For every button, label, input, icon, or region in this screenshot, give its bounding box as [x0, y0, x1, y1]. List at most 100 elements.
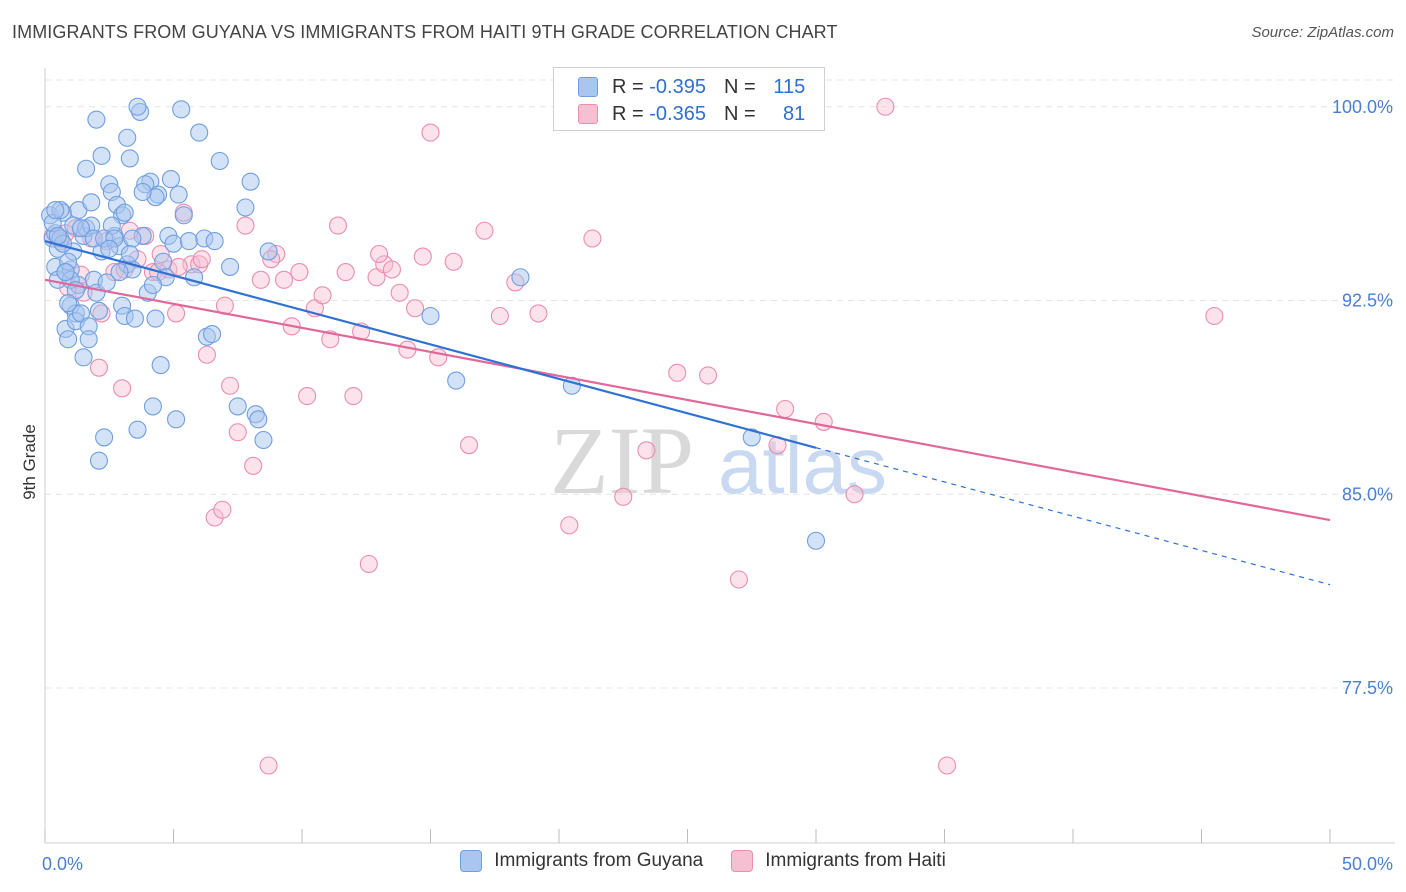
stats-legend: R = -0.395 N = 115 R = -0.365 N = 81 [553, 67, 825, 131]
haiti-point [529, 304, 548, 323]
axes [44, 68, 1395, 844]
guyana-point [154, 252, 173, 271]
series-legend-guyana[interactable]: Immigrants from Guyana [460, 850, 703, 872]
legend-r-label: R = [612, 75, 644, 98]
legend-n-value: 81 [782, 102, 806, 125]
guyana-point [89, 451, 109, 470]
guyana-point [241, 172, 260, 191]
series-label-guyana: Immigrants from Guyana [494, 850, 704, 871]
haiti-point [413, 247, 432, 266]
y-tick-label: 92.5% [1342, 291, 1393, 311]
guyana-point [59, 294, 78, 313]
guyana-point [120, 244, 139, 264]
watermark: ZIP atlas [550, 407, 887, 514]
y-tick-label: 77.5% [1342, 678, 1393, 698]
legend-n-value: 115 [773, 75, 806, 98]
guyana-point [123, 229, 142, 248]
haiti-point [205, 508, 224, 527]
guyana-point [254, 430, 273, 450]
series-label-haiti: Immigrants from Haiti [765, 850, 946, 871]
series-swatch-guyana [460, 850, 483, 872]
series-legend-haiti[interactable]: Immigrants from Haiti [731, 850, 946, 872]
guyana-point [87, 110, 106, 129]
haiti-point [668, 363, 687, 382]
haiti-point [89, 358, 109, 377]
haiti-point [274, 270, 294, 289]
haiti-point [244, 456, 263, 475]
legend-row-guyana: R = -0.395 N = 115 [578, 74, 805, 100]
guyana-point [151, 356, 170, 375]
x-tick-label: 50.0% [1342, 854, 1393, 874]
guyana-point [120, 149, 139, 168]
guyana-point [174, 206, 193, 225]
guyana-point [164, 234, 183, 253]
haiti-trend-line [44, 278, 1331, 522]
haiti-point [328, 216, 348, 235]
x-tick-label: 0.0% [42, 854, 83, 874]
haiti-point [637, 441, 656, 460]
guyana-point [421, 306, 440, 326]
haiti-point [167, 304, 186, 323]
guyana-point [133, 182, 152, 202]
guyana-point [205, 232, 224, 251]
guyana-point [259, 242, 278, 261]
guyana-point [74, 348, 93, 367]
haiti-point [699, 366, 718, 385]
haiti-point [197, 345, 216, 364]
series-legend: Immigrants from Guyana Immigrants from H… [0, 850, 1406, 872]
haiti-point [421, 123, 440, 142]
haiti-point [776, 399, 795, 419]
haiti-point [459, 436, 479, 455]
guyana-point [447, 371, 466, 390]
guyana-point [806, 531, 826, 550]
haiti-point [344, 387, 363, 406]
guyana-point [46, 201, 65, 220]
haiti-point [876, 97, 895, 116]
haiti-point [390, 283, 409, 302]
guyana-point [118, 128, 137, 147]
y-tick-label: 85.0% [1342, 484, 1393, 504]
guyana-point [95, 428, 114, 447]
guyana-point [228, 397, 247, 416]
haiti-point [113, 379, 132, 398]
guyana-point [79, 330, 98, 349]
guyana-point [143, 275, 162, 295]
guyana-point [203, 325, 222, 344]
haiti-point [475, 221, 494, 240]
haiti-point [298, 387, 317, 406]
guyana-point [82, 193, 101, 212]
legend-n-label: N = [723, 102, 756, 125]
legend-swatch-guyana [578, 77, 598, 97]
haiti-point [490, 306, 509, 326]
legend-swatch-haiti [578, 104, 598, 124]
haiti-point [236, 216, 255, 235]
y-tick-label: 100.0% [1332, 97, 1393, 117]
trend-lines [44, 240, 1331, 586]
haiti-point [729, 570, 748, 589]
guyana-point [128, 97, 147, 116]
guyana-point [249, 410, 268, 429]
haiti-point [213, 500, 232, 519]
guyana-point [100, 239, 119, 258]
haiti-point [583, 229, 602, 248]
guyana-point [210, 151, 229, 171]
guyana-point [146, 309, 165, 328]
legend-r-value: -0.365 [649, 102, 706, 125]
haiti-point [192, 250, 211, 269]
guyana-point [742, 428, 761, 447]
guyana-point [172, 100, 191, 119]
tick-labels: 100.0% 92.5% 85.0% 77.5% 0.0% 50.0% [42, 97, 1393, 874]
guyana-trend-line [44, 240, 817, 449]
guyana-point [167, 410, 186, 429]
haiti-point [406, 299, 425, 318]
guyana-point [125, 309, 144, 328]
haiti-point [938, 756, 957, 775]
guyana-point [236, 198, 255, 217]
chart-title: IMMIGRANTS FROM GUYANA VS IMMIGRANTS FRO… [12, 22, 838, 42]
legend-n-label: N = [723, 75, 756, 98]
y-axis-label: 9th Grade [20, 424, 39, 500]
haiti-point [359, 554, 378, 574]
legend-r-value: -0.395 [649, 75, 706, 98]
guyana-point [220, 257, 240, 276]
series-swatch-haiti [731, 850, 754, 872]
